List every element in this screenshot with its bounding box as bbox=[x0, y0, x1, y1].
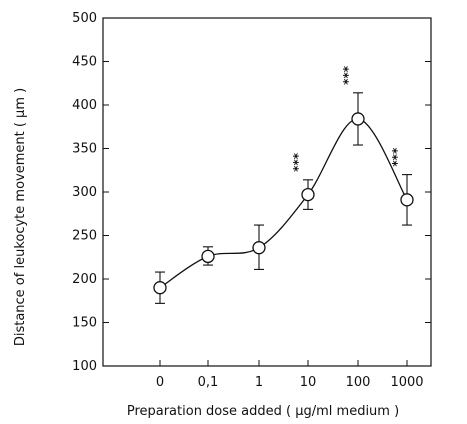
data-point bbox=[252, 241, 266, 255]
data-point bbox=[201, 249, 215, 264]
data-point bbox=[400, 193, 414, 207]
series-line bbox=[159, 118, 408, 289]
data-point bbox=[153, 281, 167, 295]
data-point bbox=[301, 187, 315, 202]
y-tick-label: 400 bbox=[72, 98, 97, 113]
x-axis-label: Preparation dose added ( µg/ml medium ) bbox=[127, 404, 399, 419]
y-tick-label: 250 bbox=[72, 229, 97, 244]
x-tick-label: 1000 bbox=[390, 375, 423, 390]
data-point bbox=[351, 112, 365, 126]
plot-frame bbox=[102, 17, 432, 367]
x-tick-label: 0,1 bbox=[198, 375, 219, 390]
y-tick-label: 350 bbox=[72, 142, 97, 157]
y-axis-label: Distance of leukocyte movement ( µm ) bbox=[13, 88, 28, 346]
x-tick-label: 100 bbox=[346, 375, 371, 390]
y-tick-label: 300 bbox=[72, 185, 97, 200]
x-tick-label: 0 bbox=[156, 375, 164, 390]
x-tick-label: 1 bbox=[255, 375, 263, 390]
y-tick-label: 500 bbox=[72, 11, 97, 26]
significance-marker: *** bbox=[390, 147, 404, 167]
significance-marker: *** bbox=[291, 152, 305, 172]
y-tick-label: 100 bbox=[72, 359, 97, 374]
y-tick-label: 200 bbox=[72, 272, 97, 287]
significance-marker: *** bbox=[341, 65, 355, 85]
x-tick-label: 10 bbox=[300, 375, 317, 390]
y-tick-label: 450 bbox=[72, 55, 97, 70]
y-tick-label: 150 bbox=[72, 316, 97, 331]
